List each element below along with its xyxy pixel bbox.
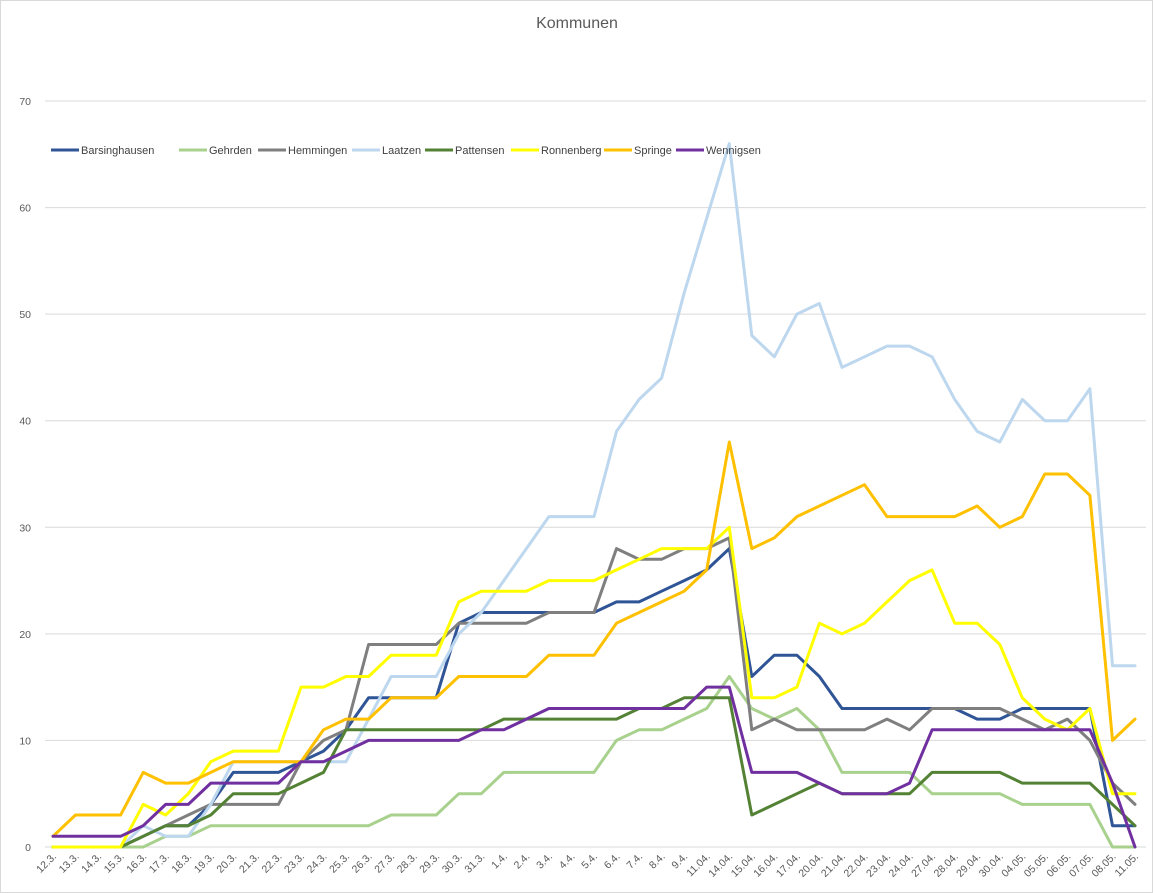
x-tick-label: 16.04. [751, 851, 780, 880]
series-line-ronnenberg [51, 525, 1137, 849]
legend-label: Springe [634, 145, 672, 157]
legend-label: Laatzen [382, 145, 421, 157]
y-tick-label: 20 [19, 629, 31, 641]
y-tick-label: 0 [25, 842, 31, 854]
x-tick-label: 12.3. [34, 851, 59, 876]
x-tick-label: 14.3. [79, 851, 104, 876]
x-axis-ticks: 12.3.13.3.14.3.15.3.16.3.17.3.18.3.19.3.… [34, 851, 1141, 880]
x-tick-label: 25.3. [327, 851, 352, 876]
y-tick-label: 60 [19, 203, 31, 215]
x-tick-label: 13.3. [57, 851, 82, 876]
series-line-pattensen [51, 696, 1137, 849]
x-tick-label: 17.04. [774, 851, 803, 880]
x-tick-label: 6.4. [602, 851, 623, 872]
x-tick-label: 2.4. [512, 851, 533, 872]
x-tick-label: 11.05. [1113, 851, 1142, 880]
x-tick-label: 5.4. [579, 851, 600, 872]
series-line-laatzen [51, 142, 1137, 849]
x-tick-label: 18.3. [169, 851, 194, 876]
x-tick-label: 22.3. [260, 851, 285, 876]
x-tick-label: 27.04. [909, 851, 938, 880]
y-tick-label: 50 [19, 309, 31, 321]
x-tick-label: 27.3. [372, 851, 397, 876]
x-tick-label: 15.3. [102, 851, 127, 876]
legend-label: Ronnenberg [541, 145, 602, 157]
series-line-barsinghausen [51, 547, 1137, 849]
x-tick-label: 20.04. [796, 851, 825, 880]
x-tick-label: 07.05. [1067, 851, 1096, 880]
x-tick-label: 28.3. [395, 851, 420, 876]
series-line-wennigsen [51, 685, 1137, 849]
x-tick-label: 30.3. [440, 851, 465, 876]
x-tick-label: 22.04. [841, 851, 870, 880]
legend-label: Wennigsen [706, 145, 761, 157]
series-lines [51, 142, 1137, 849]
y-tick-label: 10 [19, 735, 31, 747]
x-tick-label: 21.04. [819, 851, 848, 880]
x-tick-label: 28.04. [932, 851, 961, 880]
x-tick-label: 8.4. [647, 851, 668, 872]
x-tick-label: 31.3. [462, 851, 487, 876]
series-line-gehrden [51, 675, 1137, 849]
x-tick-label: 23.3. [282, 851, 307, 876]
x-tick-label: 29.3. [417, 851, 442, 876]
x-tick-label: 15.04. [729, 851, 758, 880]
x-tick-label: 05.05. [1022, 851, 1051, 880]
x-tick-label: 7.4. [624, 851, 645, 872]
x-tick-label: 1.4. [489, 851, 510, 872]
legend-label: Barsinghausen [81, 145, 154, 157]
x-tick-label: 29.04. [954, 851, 983, 880]
x-tick-label: 24.04. [887, 851, 916, 880]
legend-label: Gehrden [209, 145, 252, 157]
series-line-hemmingen [51, 536, 1137, 849]
x-tick-label: 26.3. [350, 851, 375, 876]
x-tick-label: 21.3. [237, 851, 262, 876]
y-tick-label: 40 [19, 416, 31, 428]
gridlines [45, 100, 1146, 848]
x-tick-label: 20.3. [214, 851, 239, 876]
x-tick-label: 08.05. [1089, 851, 1118, 880]
x-tick-label: 30.04. [977, 851, 1006, 880]
x-tick-label: 04.05. [999, 851, 1028, 880]
x-tick-label: 3.4. [534, 851, 555, 872]
x-tick-label: 14.04. [706, 851, 735, 880]
x-tick-label: 06.05. [1044, 851, 1073, 880]
x-tick-label: 23.04. [864, 851, 893, 880]
x-tick-label: 24.3. [305, 851, 330, 876]
y-tick-label: 30 [19, 522, 31, 534]
chart-title: Kommunen [536, 15, 618, 32]
x-tick-label: 17.3. [147, 851, 172, 876]
x-tick-label: 16.3. [124, 851, 149, 876]
y-axis-ticks: 0 10 20 30 40 50 60 70 [19, 96, 31, 854]
series-line-springe [51, 440, 1137, 838]
legend-label: Hemmingen [288, 145, 347, 157]
legend-label: Pattensen [455, 145, 505, 157]
legend: Barsinghausen Gehrden Hemmingen Laatzen Patt… [51, 145, 761, 157]
x-tick-label: 4.4. [557, 851, 578, 872]
y-tick-label: 70 [19, 96, 31, 108]
x-tick-label: 19.3. [192, 851, 217, 876]
